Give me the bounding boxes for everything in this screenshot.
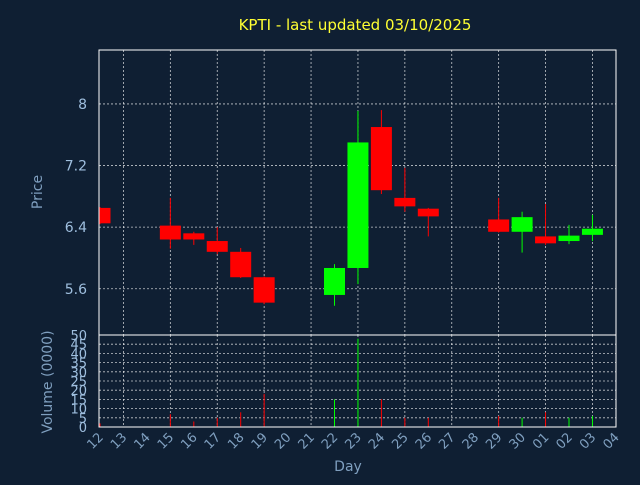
x-tick-label: 19 [249,430,271,452]
x-tick-labels: 12 13 14 15 16 17 18 19 20 21 22 23 24 25 26 27 28 29 30 01… [85,430,623,452]
candle-body [230,251,252,278]
x-tick-label: 29 [483,430,505,452]
x-tick-label: 16 [178,430,200,452]
price-tick-label: 8 [78,97,87,113]
candle-body [488,219,510,232]
x-tick-label: 17 [202,430,224,452]
volume-tick-label: 5 [79,412,87,427]
x-tick-label: 24 [366,430,388,452]
volume-tick-label: 30 [70,366,87,381]
volume-axis-label: Volume (0000) [40,330,56,433]
volume-bars [99,338,593,427]
x-tick-label: 22 [319,430,341,452]
x-tick-label: 21 [296,430,318,452]
x-tick-label: 23 [342,430,364,452]
candle-body [581,228,603,235]
volume-plot-frame [98,334,617,428]
x-tick-label: 13 [108,430,130,452]
candle-body [347,142,369,268]
candle-body [370,127,392,191]
x-tick-label: 20 [272,430,294,452]
volume-tick-label: 35 [70,357,87,372]
volume-tick-label: 15 [70,393,87,408]
x-tick-label: 28 [460,430,482,452]
x-tick-label: 03 [577,430,599,452]
candle-body [324,267,345,295]
volume-tick-label: 10 [70,403,87,418]
candle-body [206,241,228,252]
x-tick-label: 18 [225,430,247,452]
x-tick-label: 02 [554,430,576,452]
x-tick-label: 15 [155,430,177,452]
x-tick-label: 12 [85,430,107,452]
price-axis-label: Price [30,175,46,209]
candle-body [99,207,111,224]
x-tick-label: 27 [436,430,458,452]
x-tick-label: 26 [413,430,435,452]
candle-body [511,217,533,232]
x-tick-label: 30 [507,430,529,452]
x-axis-label: Day [334,459,362,475]
volume-tick-label: 20 [70,384,87,399]
volume-tick-label: 0 [79,421,87,436]
volume-tick-label: 25 [70,375,87,390]
candle-body [535,236,557,244]
candle-body [183,233,205,240]
volume-tick-label: 45 [70,338,87,353]
volume-tick-label: 50 [70,329,87,344]
chart-title: KPTI - last updated 03/10/2025 [239,16,472,34]
x-tick-label: 14 [131,430,153,452]
price-tick-label: 7.2 [65,159,87,175]
candle-body [253,277,275,303]
x-tick-label: 04 [600,430,622,452]
candle-body [558,235,580,242]
volume-tick-label: 40 [70,347,87,362]
candle-body [159,225,181,240]
x-tick-label: 01 [530,430,552,452]
price-tick-label: 6.4 [65,220,87,236]
price-tick-labels: 5.6 6.4 7.2 8 [65,97,87,298]
candle-body [394,197,416,207]
candles [99,110,603,306]
price-tick-label: 5.6 [65,282,87,298]
candle-body [417,208,439,217]
x-tick-label: 25 [389,430,411,452]
